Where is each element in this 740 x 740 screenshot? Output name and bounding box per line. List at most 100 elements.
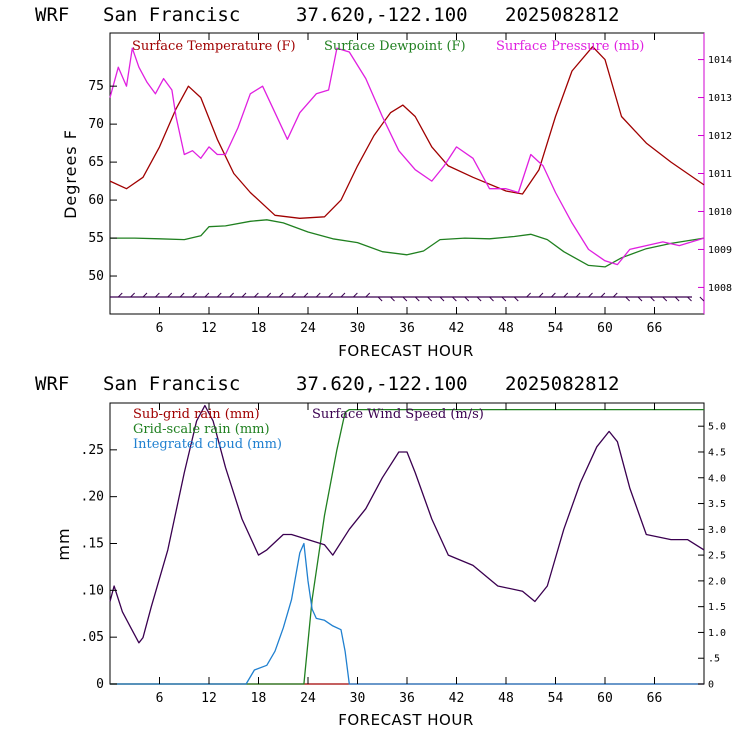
y-tick-label: 0 bbox=[96, 677, 104, 692]
y2-tick-label: 0 bbox=[708, 680, 714, 691]
y2-tick-label: 1009 bbox=[708, 245, 732, 256]
y2-tick-label: 2.5 bbox=[708, 551, 726, 562]
top-y-ticks: 50 55 60 65 70 75 bbox=[88, 79, 117, 284]
wind-barb bbox=[353, 292, 358, 298]
y2-tick-label: 4.0 bbox=[708, 473, 726, 484]
x-tick-label: 54 bbox=[548, 691, 564, 706]
wind-barb bbox=[637, 296, 643, 302]
x-tick-label: 18 bbox=[251, 691, 267, 706]
wind-barb bbox=[303, 292, 309, 298]
y-tick-label: .25 bbox=[81, 443, 104, 458]
bottom-header-model: WRF bbox=[35, 373, 69, 395]
wind-barb bbox=[254, 292, 259, 298]
y2-tick-label: 5.0 bbox=[708, 422, 726, 433]
x-tick-label: 6 bbox=[156, 691, 164, 706]
bottom-header: WRF San Francisc 37.620,-122.100 2025082… bbox=[35, 373, 619, 395]
wind-barb bbox=[155, 292, 160, 298]
wind-barb bbox=[241, 292, 247, 298]
wind-barb bbox=[674, 296, 680, 302]
x-tick-label: 60 bbox=[597, 691, 613, 706]
top-x-ticks: 6 12 18 24 30 36 42 48 54 60 66 bbox=[156, 33, 663, 336]
wind-barb bbox=[291, 292, 296, 298]
wind-barb bbox=[340, 292, 346, 298]
wind-barb bbox=[179, 292, 185, 298]
top-y2-ticks: 1008 1009 1010 1011 1012 1013 1014 bbox=[698, 55, 732, 294]
x-tick-label: 42 bbox=[449, 691, 465, 706]
wind-barb bbox=[427, 296, 432, 302]
series-line-integrated-cloud-mm bbox=[110, 542, 704, 685]
y-tick-label: 60 bbox=[88, 193, 104, 208]
x-tick-label: 48 bbox=[498, 691, 514, 706]
wind-barb bbox=[625, 296, 630, 302]
wind-barb bbox=[501, 296, 507, 302]
y-tick-label: 55 bbox=[88, 231, 104, 246]
x-tick-label: 24 bbox=[300, 691, 316, 706]
bottom-header-run: 2025082812 bbox=[505, 373, 619, 395]
x-tick-label: 30 bbox=[350, 691, 366, 706]
wind-barb bbox=[402, 296, 408, 302]
bottom-header-station: San Francisc bbox=[103, 373, 240, 395]
wind-barb bbox=[266, 292, 272, 298]
wind-barb bbox=[538, 292, 544, 298]
wind-barb bbox=[365, 292, 371, 298]
series-line-grid-scale-rain-mm bbox=[110, 408, 704, 685]
wind-barb bbox=[513, 296, 519, 302]
y-tick-label: .05 bbox=[81, 630, 104, 645]
top-header-model: WRF bbox=[35, 4, 69, 26]
x-tick-label: 48 bbox=[498, 321, 514, 336]
legend-temperature: Surface Temperature (F) bbox=[132, 39, 296, 54]
x-tick-label: 12 bbox=[201, 321, 217, 336]
top-y-axis-label: Degrees F bbox=[61, 129, 80, 219]
wind-barb bbox=[167, 292, 173, 298]
x-tick-label: 12 bbox=[201, 691, 217, 706]
x-tick-label: 54 bbox=[548, 321, 564, 336]
wind-barb bbox=[328, 292, 333, 298]
bottom-y2-ticks: 0 .5 1.0 1.5 2.0 2.5 3.0 3.5 4.0 4.5 5.0 bbox=[698, 422, 726, 691]
y2-tick-label: 2.0 bbox=[708, 576, 726, 587]
wind-barb bbox=[204, 292, 210, 298]
y2-tick-label: 1011 bbox=[708, 169, 732, 180]
wind-barb bbox=[551, 292, 556, 298]
wind-barb bbox=[278, 292, 284, 298]
bottom-legend: Sub-grid rain (mm) Surface Wind Speed (m… bbox=[133, 407, 484, 452]
x-tick-label: 66 bbox=[647, 321, 663, 336]
y-tick-label: .20 bbox=[81, 490, 104, 505]
top-header-coords: 37.620,-122.100 bbox=[296, 4, 468, 26]
wind-barb bbox=[699, 296, 705, 302]
wind-barb bbox=[439, 296, 445, 302]
wind-barb bbox=[130, 292, 135, 298]
bottom-header-coords: 37.620,-122.100 bbox=[296, 373, 468, 395]
wind-barb bbox=[687, 296, 692, 302]
x-tick-label: 60 bbox=[597, 321, 613, 336]
legend-dewpoint: Surface Dewpoint (F) bbox=[324, 39, 466, 54]
top-plot-frame bbox=[109, 32, 705, 315]
wind-barb bbox=[414, 296, 420, 302]
wind-barb bbox=[563, 292, 569, 298]
y2-tick-label: 1.5 bbox=[708, 602, 726, 613]
y-tick-label: 50 bbox=[88, 269, 104, 284]
y2-tick-label: 1012 bbox=[708, 131, 732, 142]
wind-barb bbox=[390, 296, 395, 302]
series-line-surface-pressure-mb bbox=[109, 47, 705, 266]
series-line-surface-dewpoint-f bbox=[110, 219, 705, 268]
y2-tick-label: 3.0 bbox=[708, 525, 726, 536]
wind-barbs bbox=[110, 292, 705, 302]
wind-barb bbox=[142, 292, 148, 298]
wind-barb bbox=[117, 292, 123, 298]
wind-barb bbox=[229, 292, 234, 298]
bottom-plot-area: 6 12 18 24 30 36 42 48 54 60 66 0 .05 .10 .15 .20 .25 0… bbox=[81, 402, 726, 706]
wind-barb bbox=[476, 296, 482, 302]
legend-pressure: Surface Pressure (mb) bbox=[496, 39, 644, 54]
y2-tick-label: 4.5 bbox=[708, 447, 726, 458]
legend-wind-speed: Surface Wind Speed (m/s) bbox=[312, 407, 484, 422]
bottom-y-axis-label: mm bbox=[54, 527, 73, 560]
wind-barb bbox=[650, 296, 655, 302]
top-header: WRF San Francisc 37.620,-122.100 2025082… bbox=[35, 4, 619, 26]
y2-tick-label: 1010 bbox=[708, 207, 732, 218]
wind-barb bbox=[588, 292, 593, 298]
y2-tick-label: 3.5 bbox=[708, 499, 726, 510]
y2-tick-label: 1008 bbox=[708, 283, 732, 294]
y2-tick-label: 1013 bbox=[708, 93, 732, 104]
